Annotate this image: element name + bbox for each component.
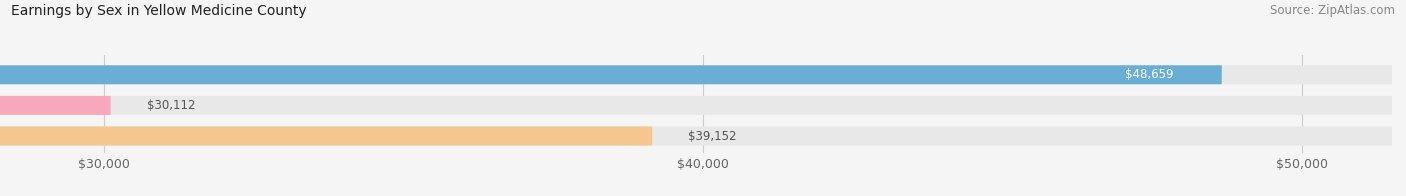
FancyBboxPatch shape xyxy=(0,65,1222,84)
FancyBboxPatch shape xyxy=(0,127,1392,145)
FancyBboxPatch shape xyxy=(0,65,1392,84)
FancyBboxPatch shape xyxy=(0,96,1392,115)
Text: $48,659: $48,659 xyxy=(1125,68,1174,81)
FancyBboxPatch shape xyxy=(0,96,111,115)
Text: $30,112: $30,112 xyxy=(146,99,195,112)
Text: Source: ZipAtlas.com: Source: ZipAtlas.com xyxy=(1270,4,1395,17)
Text: Earnings by Sex in Yellow Medicine County: Earnings by Sex in Yellow Medicine Count… xyxy=(11,4,307,18)
Text: $39,152: $39,152 xyxy=(688,130,737,142)
FancyBboxPatch shape xyxy=(0,127,652,145)
